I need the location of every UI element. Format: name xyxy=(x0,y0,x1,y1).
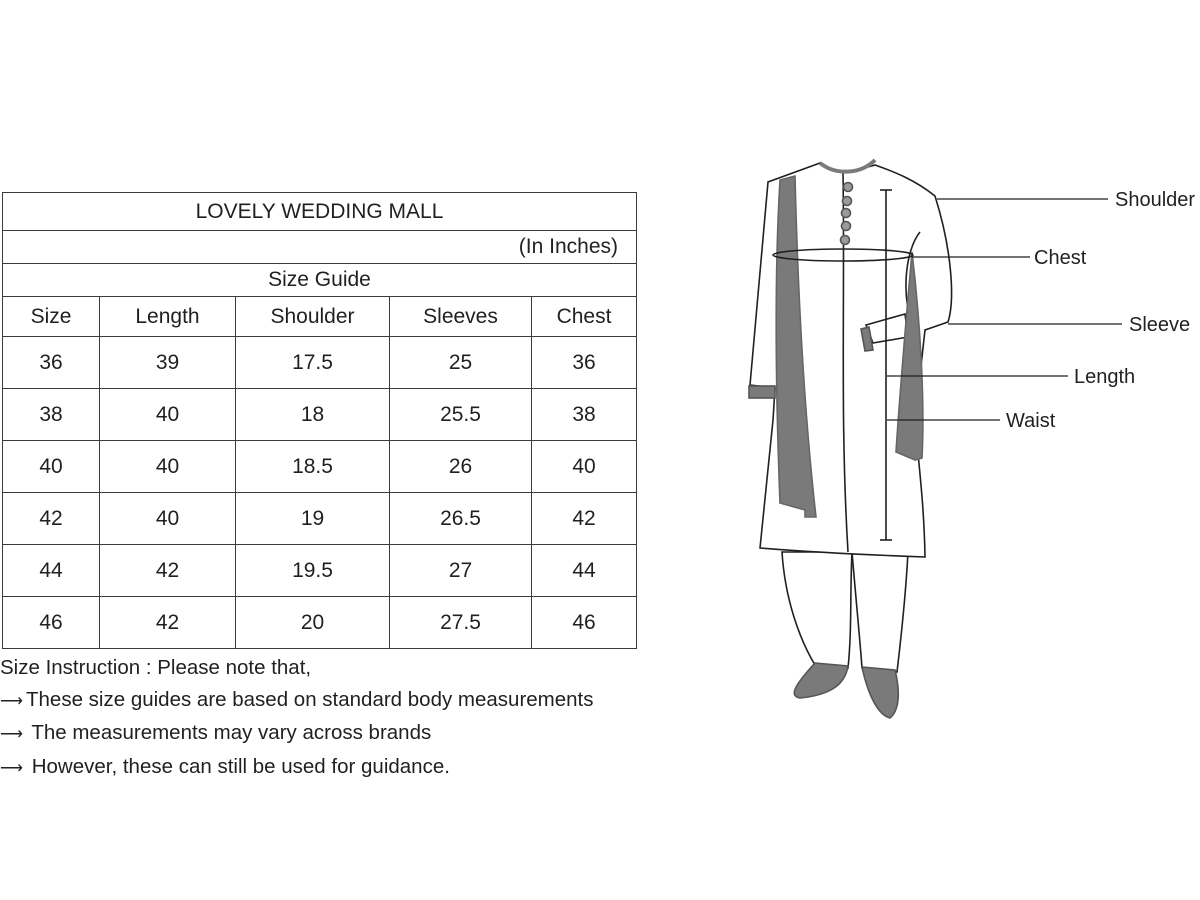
table-cell: 17.5 xyxy=(235,336,390,389)
table-cell: 25.5 xyxy=(389,388,532,441)
table-cell: 42 xyxy=(99,596,236,649)
size-instructions: Size Instruction : Please note that, ⟶ Th… xyxy=(0,652,594,784)
right-arrow-icon: ⟶ xyxy=(0,692,23,710)
shoes xyxy=(793,662,900,719)
table-cell: 20 xyxy=(235,596,390,649)
right-arrow-icon: ⟶ xyxy=(0,726,23,743)
label-leaders xyxy=(887,198,1122,421)
notes-heading: Size Instruction : Please note that, xyxy=(0,656,312,679)
stole xyxy=(775,174,924,518)
table-cell: 42 xyxy=(99,544,236,597)
table-row: 36 39 17.5 25 36 xyxy=(2,336,637,389)
table-cell: 27.5 xyxy=(389,596,532,649)
table-title: LOVELY WEDDING MALL xyxy=(2,192,637,231)
table-row: 38 40 18 25.5 38 xyxy=(2,388,637,441)
table-cell: 18 xyxy=(235,388,390,441)
buttons xyxy=(839,181,854,246)
sleeve-label: Sleeve xyxy=(1129,314,1190,336)
table-cell: 39 xyxy=(99,336,236,389)
pants xyxy=(781,551,909,673)
chest-line xyxy=(772,248,914,262)
column-header: Chest xyxy=(531,296,637,337)
table-cell: 38 xyxy=(2,388,100,441)
table-cell: 40 xyxy=(99,388,236,441)
cuffs xyxy=(748,326,874,399)
table-cell: 40 xyxy=(99,492,236,545)
table-cell: 40 xyxy=(99,440,236,493)
table-cell: 46 xyxy=(531,596,637,649)
note-item: ⟶ These size guides are based on standard… xyxy=(0,684,594,718)
table-cell: 36 xyxy=(2,336,100,389)
unit-label: (In Inches) xyxy=(2,230,637,264)
table-cell: 19 xyxy=(235,492,390,545)
header-row: Size Length Shoulder Sleeves Chest xyxy=(2,296,637,337)
shoulder-label: Shoulder xyxy=(1115,189,1195,211)
length-label: Length xyxy=(1074,366,1135,388)
column-header: Size xyxy=(2,296,100,337)
waist-label: Waist xyxy=(1006,410,1056,432)
table-row: 42 40 19 26.5 42 xyxy=(2,492,637,545)
chest-label: Chest xyxy=(1034,247,1087,269)
table-cell: 44 xyxy=(2,544,100,597)
column-header: Sleeves xyxy=(389,296,532,337)
note-item: ⟶ However, these can still be used for g… xyxy=(0,751,594,785)
right-arrow-icon: ⟶ xyxy=(0,759,23,777)
table-cell: 36 xyxy=(531,336,637,389)
table-cell: 18.5 xyxy=(235,440,390,493)
table-cell: 19.5 xyxy=(235,544,390,597)
length-line xyxy=(880,189,892,541)
table-cell: 25 xyxy=(389,336,532,389)
table-row: 44 42 19.5 27 44 xyxy=(2,544,637,597)
table-row: 46 42 20 27.5 46 xyxy=(2,596,637,649)
note-item: ⟶ The measurements may vary across brand… xyxy=(0,717,594,751)
table-cell: 42 xyxy=(531,492,637,545)
size-guide-table: LOVELY WEDDING MALL (In Inches) Size Gui… xyxy=(2,192,637,649)
table-row: 40 40 18.5 26 40 xyxy=(2,440,637,493)
table-cell: 46 xyxy=(2,596,100,649)
table-cell: 44 xyxy=(531,544,637,597)
table-cell: 26.5 xyxy=(389,492,532,545)
